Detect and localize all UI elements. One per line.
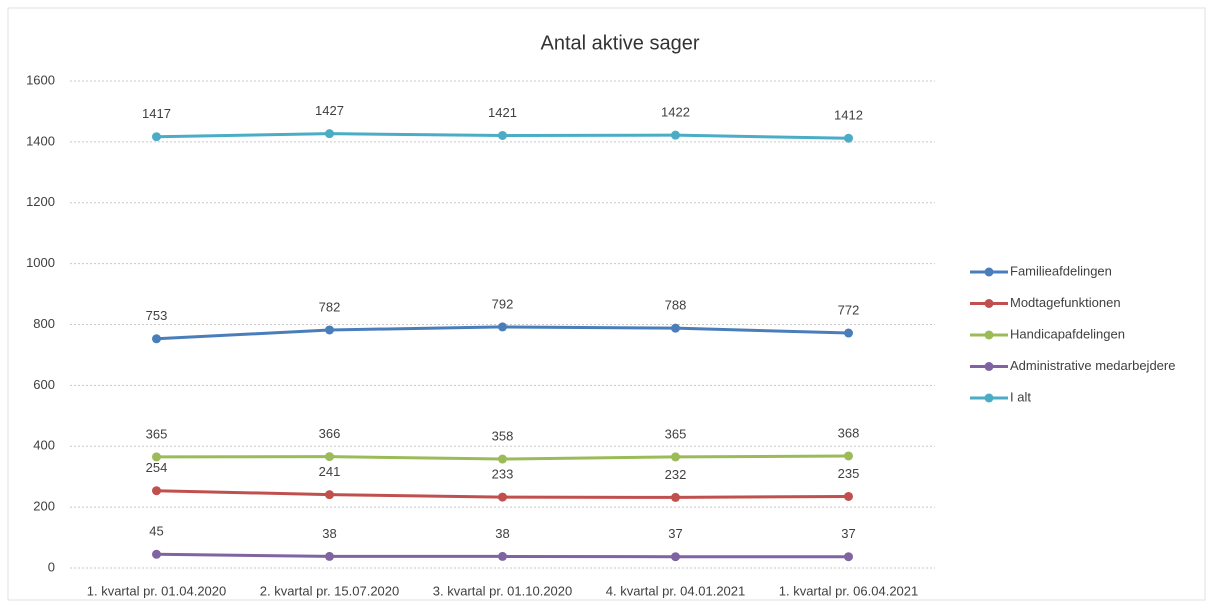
- data-point: [152, 549, 161, 559]
- data-label: 772: [838, 302, 860, 317]
- x-tick-label: 3. kvartal pr. 01.10.2020: [433, 583, 572, 598]
- data-label: 254: [146, 460, 168, 475]
- data-point: [671, 452, 680, 462]
- chart-border: [7, 7, 1206, 601]
- data-point: [671, 552, 680, 562]
- data-point: [325, 129, 334, 139]
- data-point: [152, 452, 161, 462]
- y-tick-label: 200: [33, 499, 55, 514]
- data-point: [844, 451, 853, 461]
- y-tick-label: 400: [33, 438, 55, 453]
- legend-label: Modtagefunktionen: [1010, 295, 1121, 310]
- x-tick-label: 1. kvartal pr. 06.04.2021: [779, 583, 918, 598]
- data-label: 753: [146, 308, 168, 323]
- data-label: 232: [665, 467, 687, 482]
- data-label: 235: [838, 466, 860, 481]
- y-tick-label: 1400: [26, 133, 55, 148]
- data-label: 358: [492, 428, 514, 443]
- legend-marker: [984, 330, 994, 340]
- data-label: 365: [665, 426, 687, 441]
- data-point: [671, 323, 680, 333]
- data-label: 788: [665, 298, 687, 313]
- data-point: [152, 486, 161, 496]
- legend-marker: [984, 362, 994, 371]
- data-label: 368: [838, 425, 860, 440]
- x-tick-label: 1. kvartal pr. 01.04.2020: [87, 583, 226, 598]
- y-tick-label: 600: [33, 377, 55, 392]
- data-label: 45: [149, 524, 163, 539]
- data-point: [152, 132, 161, 142]
- legend-marker: [984, 299, 994, 308]
- data-point: [844, 133, 853, 143]
- data-point: [844, 491, 853, 501]
- y-tick-label: 0: [48, 559, 55, 574]
- data-point: [498, 492, 507, 502]
- data-label: 1427: [315, 103, 344, 118]
- legend-label: Administrative medarbejdere: [1010, 358, 1175, 373]
- data-point: [498, 130, 507, 140]
- x-tick-label: 4. kvartal pr. 04.01.2021: [606, 583, 745, 598]
- legend-marker: [984, 267, 994, 277]
- data-label: 782: [319, 299, 341, 314]
- data-label: 1417: [142, 106, 171, 121]
- y-tick-label: 1200: [26, 194, 55, 209]
- data-point: [671, 130, 680, 140]
- data-label: 37: [841, 526, 855, 541]
- x-tick-label: 2. kvartal pr. 15.07.2020: [260, 583, 399, 598]
- data-label: 365: [146, 426, 168, 441]
- data-point: [844, 328, 853, 338]
- data-label: 366: [319, 426, 341, 441]
- data-label: 38: [322, 526, 336, 541]
- data-label: 241: [319, 464, 341, 479]
- data-point: [325, 490, 334, 500]
- legend-marker: [984, 393, 994, 403]
- y-tick-label: 1600: [26, 72, 55, 87]
- y-tick-label: 800: [33, 316, 55, 331]
- data-point: [325, 325, 334, 335]
- y-tick-label: 1000: [26, 255, 55, 270]
- legend-label: I alt: [1010, 389, 1031, 404]
- chart-title: Antal aktive sager: [541, 32, 700, 54]
- data-label: 1422: [661, 105, 690, 120]
- data-point: [671, 492, 680, 502]
- data-point: [325, 551, 334, 561]
- legend-label: Handicapafdelingen: [1010, 326, 1125, 341]
- data-point: [498, 322, 507, 332]
- data-point: [498, 551, 507, 561]
- data-label: 38: [495, 526, 509, 541]
- data-point: [844, 552, 853, 562]
- data-point: [498, 454, 507, 464]
- data-label: 233: [492, 467, 514, 482]
- data-label: 37: [668, 526, 682, 541]
- data-label: 1412: [834, 108, 863, 123]
- data-label: 1421: [488, 105, 517, 120]
- legend-label: Familieafdelingen: [1010, 263, 1112, 278]
- data-label: 792: [492, 296, 514, 311]
- data-point: [325, 452, 334, 462]
- data-point: [152, 334, 161, 344]
